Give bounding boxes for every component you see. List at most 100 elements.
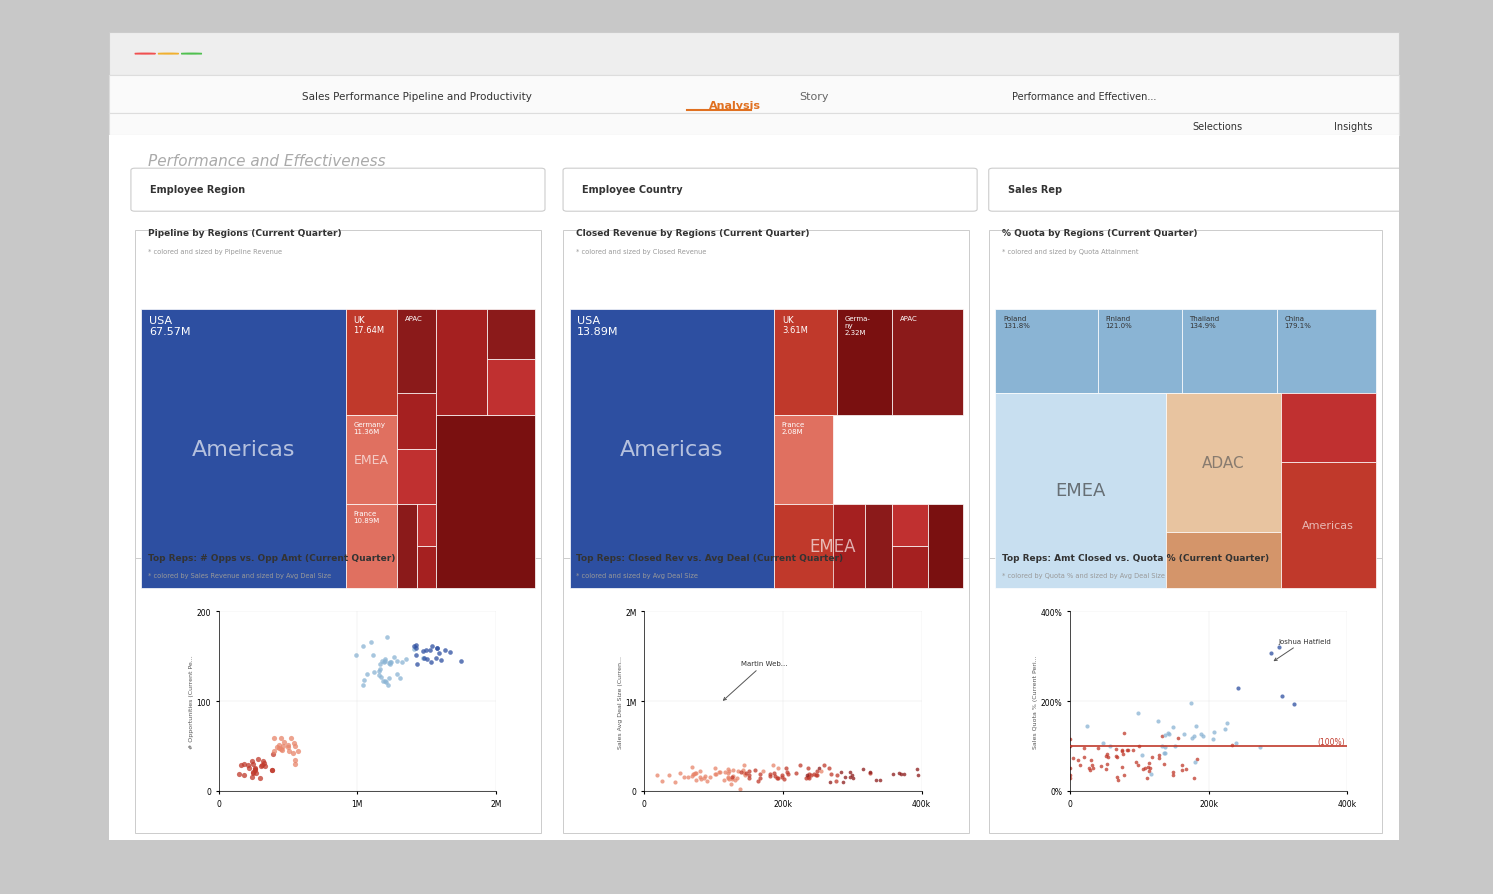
Point: [263, 731, 287, 746]
Bar: [487, 360, 534, 416]
Point: [1096, 747, 1120, 762]
Point: [657, 768, 681, 782]
Point: [415, 652, 439, 666]
Point: [363, 665, 387, 679]
Point: [1138, 761, 1162, 775]
Point: [1271, 689, 1294, 704]
Point: [245, 766, 269, 780]
Point: [809, 764, 833, 779]
Point: [818, 774, 842, 789]
Point: [864, 772, 888, 787]
Point: [418, 644, 442, 658]
Point: [287, 744, 311, 758]
Point: [260, 763, 284, 777]
Bar: [397, 310, 436, 393]
Point: [1127, 738, 1151, 753]
Point: [252, 756, 276, 771]
Bar: [563, 231, 969, 594]
Text: France
10.89M: France 10.89M: [354, 510, 379, 523]
Point: [676, 770, 700, 784]
Point: [1178, 696, 1202, 711]
Bar: [773, 505, 893, 588]
Point: [1166, 731, 1190, 746]
Point: [279, 731, 303, 746]
Text: China
179.1%: China 179.1%: [1284, 316, 1311, 328]
Point: [1072, 750, 1096, 764]
Point: [1281, 697, 1305, 712]
Point: [1226, 681, 1250, 696]
Point: [1202, 725, 1226, 739]
Point: [284, 738, 308, 753]
Point: [228, 757, 252, 772]
Point: [820, 767, 844, 781]
Point: [273, 735, 297, 749]
Text: EMEA: EMEA: [354, 453, 388, 467]
Bar: [893, 310, 963, 416]
Bar: [134, 559, 540, 833]
Bar: [397, 505, 417, 588]
Text: Pipeline by Regions (Current Quarter): Pipeline by Regions (Current Quarter): [148, 229, 342, 238]
Point: [672, 771, 696, 785]
Point: [645, 769, 669, 783]
Point: [433, 644, 457, 658]
Point: [1175, 763, 1199, 777]
Point: [269, 742, 293, 756]
Point: [370, 673, 394, 687]
Point: [776, 767, 800, 781]
Text: France
2.08M: France 2.08M: [782, 421, 805, 434]
Point: [243, 761, 267, 775]
Y-axis label: # Opportunities (Current Pe...: # Opportunities (Current Pe...: [188, 654, 194, 748]
Point: [376, 679, 400, 693]
Point: [1147, 747, 1171, 762]
Point: [858, 765, 882, 780]
Point: [806, 761, 830, 775]
Point: [706, 765, 730, 780]
Point: [794, 771, 818, 785]
Text: Thailand
134.9%: Thailand 134.9%: [1190, 316, 1220, 328]
Y-axis label: Sales Quota % (Current Peri...: Sales Quota % (Current Peri...: [1033, 654, 1038, 748]
Point: [841, 772, 864, 786]
Point: [267, 738, 291, 752]
Point: [1059, 768, 1082, 782]
Point: [251, 754, 275, 768]
Point: [669, 766, 693, 780]
Point: [284, 757, 308, 772]
Point: [388, 670, 412, 685]
Point: [1171, 758, 1194, 772]
Bar: [1281, 463, 1375, 588]
Point: [681, 767, 705, 781]
Point: [736, 772, 760, 786]
FancyBboxPatch shape: [563, 169, 976, 212]
Bar: [773, 310, 838, 416]
Point: [367, 662, 391, 677]
Point: [252, 759, 276, 773]
Point: [394, 653, 418, 667]
Point: [766, 762, 790, 776]
Point: [851, 763, 875, 777]
Point: [248, 771, 272, 785]
Text: Top Reps: Amt Closed vs. Quota % (Current Quarter): Top Reps: Amt Closed vs. Quota % (Curren…: [1002, 553, 1269, 562]
Point: [720, 772, 744, 787]
Point: [1079, 754, 1103, 768]
Point: [714, 765, 738, 780]
Point: [375, 630, 399, 645]
Point: [373, 653, 397, 667]
Point: [270, 743, 294, 757]
Point: [1081, 761, 1105, 775]
Point: [1096, 757, 1120, 772]
Point: [775, 765, 799, 780]
Text: Story: Story: [799, 92, 829, 102]
Point: [693, 769, 717, 783]
Point: [360, 635, 384, 649]
Bar: [1166, 393, 1281, 533]
Point: [248, 760, 272, 774]
FancyBboxPatch shape: [988, 169, 1403, 212]
Text: * colored and sized by Pipeline Revenue: * colored and sized by Pipeline Revenue: [148, 249, 282, 254]
Point: [1179, 731, 1203, 746]
Point: [240, 766, 264, 780]
Point: [369, 670, 393, 684]
Point: [684, 766, 708, 780]
Point: [243, 762, 267, 776]
Point: [718, 772, 742, 786]
Point: [1162, 768, 1185, 782]
